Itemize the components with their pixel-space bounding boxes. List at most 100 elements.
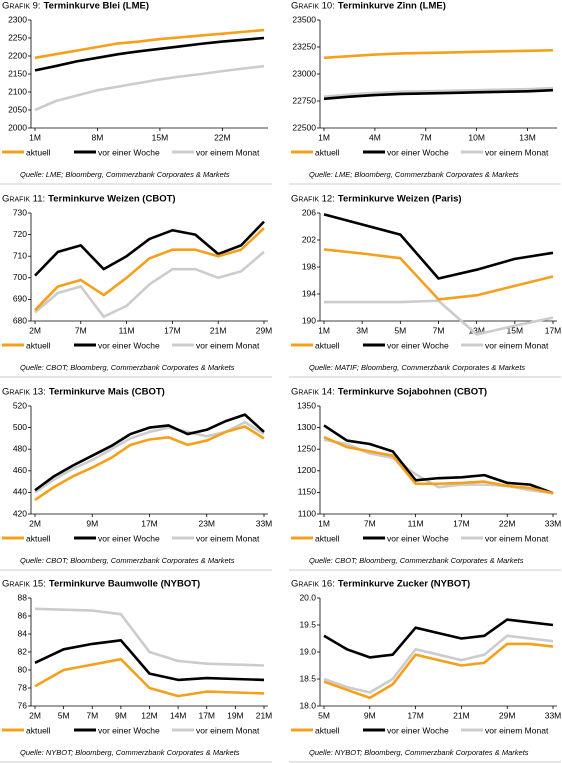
y-tick-label: 720 bbox=[13, 229, 27, 239]
y-tick-label: 2100 bbox=[8, 86, 27, 96]
legend-label: vor einem Monat bbox=[485, 725, 549, 735]
legend-label: vor einer Woche bbox=[98, 340, 160, 350]
y-tick-label: 20.0 bbox=[299, 592, 316, 602]
chart-title: Terminkurve Mais (CBOT) bbox=[49, 387, 165, 398]
x-tick-label: 15M bbox=[152, 132, 169, 142]
series-line bbox=[323, 248, 554, 301]
y-tick-label: 78 bbox=[18, 682, 28, 692]
y-tick-label: 700 bbox=[13, 272, 27, 282]
y-tick-label: 23500 bbox=[292, 14, 316, 24]
x-tick-label: 1M bbox=[318, 325, 330, 335]
legend-label: vor einer Woche bbox=[98, 725, 160, 735]
x-tick-label: 29M bbox=[256, 325, 273, 335]
y-tick-label: 2200 bbox=[8, 50, 27, 60]
y-tick-label: 82 bbox=[18, 646, 28, 656]
legend-label: aktuell bbox=[26, 725, 51, 735]
y-tick-label: 1250 bbox=[297, 443, 316, 453]
source-note: Quelle: LME; Bloomberg, Commerzbank Corp… bbox=[309, 170, 519, 179]
source-note: Quelle: CBOT; Bloomberg, Commerzbank Cor… bbox=[309, 556, 524, 565]
y-tick-label: 84 bbox=[18, 628, 28, 638]
y-tick-label: 88 bbox=[18, 592, 28, 602]
chart-panel: Grafik 11: Terminkurve Weizen (CBOT) 680 69… bbox=[0, 194, 273, 378]
x-tick-label: 7M bbox=[420, 132, 432, 142]
x-tick-label: 7M bbox=[75, 325, 87, 335]
series-line bbox=[34, 420, 265, 494]
x-tick-label: 12M bbox=[141, 710, 158, 720]
y-tick-label: 18.0 bbox=[299, 700, 316, 710]
x-tick-label: 4M bbox=[369, 132, 381, 142]
x-tick-label: 13M bbox=[468, 325, 485, 335]
series-line bbox=[34, 36, 265, 72]
x-tick-label: 7M bbox=[86, 710, 98, 720]
x-tick-label: 14M bbox=[170, 710, 187, 720]
x-tick-label: 33M bbox=[545, 518, 562, 528]
x-tick-label: 9M bbox=[115, 710, 127, 720]
legend-label: vor einem Monat bbox=[485, 340, 549, 350]
x-tick-label: 33M bbox=[256, 518, 273, 528]
series-line bbox=[323, 213, 554, 280]
series-line bbox=[34, 413, 265, 492]
x-tick-label: 29M bbox=[499, 710, 516, 720]
y-tick-label: 23250 bbox=[292, 41, 316, 51]
y-tick-label: 420 bbox=[13, 508, 27, 518]
chart-label: Grafik 12: bbox=[291, 194, 335, 205]
series-line bbox=[34, 425, 265, 502]
x-tick-label: 17M bbox=[164, 325, 181, 335]
series-line bbox=[323, 86, 554, 98]
chart-title: Terminkurve Zucker (NYBOT) bbox=[338, 579, 470, 590]
x-tick-label: 8M bbox=[92, 132, 104, 142]
x-tick-label: 10M bbox=[468, 132, 485, 142]
chart-label: Grafik 9: bbox=[2, 1, 41, 12]
x-tick-label: 1M bbox=[318, 518, 330, 528]
y-tick-label: 23000 bbox=[292, 68, 316, 78]
legend-label: vor einer Woche bbox=[387, 147, 449, 157]
chart-title: Terminkurve Blei (LME) bbox=[44, 1, 149, 12]
series-line bbox=[34, 657, 265, 698]
y-tick-label: 18.5 bbox=[299, 673, 316, 683]
y-tick-label: 80 bbox=[18, 664, 28, 674]
chart-label: Grafik 16: bbox=[291, 579, 335, 590]
x-tick-label: 11M bbox=[119, 325, 135, 335]
x-tick-label: 2M bbox=[29, 518, 41, 528]
x-tick-label: 1M bbox=[318, 132, 330, 142]
legend-label: vor einer Woche bbox=[387, 533, 449, 543]
legend-label: vor einem Monat bbox=[196, 725, 260, 735]
x-tick-label: 13M bbox=[519, 132, 536, 142]
x-tick-label: 15M bbox=[507, 325, 524, 335]
x-tick-label: 21M bbox=[256, 710, 273, 720]
x-tick-label: 33M bbox=[545, 710, 562, 720]
chart-title: Terminkurve Zinn (LME) bbox=[338, 1, 446, 12]
legend-label: vor einer Woche bbox=[98, 147, 160, 157]
chart-label: Grafik 14: bbox=[291, 387, 335, 398]
y-tick-label: 710 bbox=[13, 250, 27, 260]
series-line bbox=[323, 48, 554, 60]
chart-panel: Grafik 14: Terminkurve Sojabohnen (CBOT) 1… bbox=[289, 387, 562, 571]
x-tick-label: 17M bbox=[545, 325, 562, 335]
chart-label: Grafik 10: bbox=[291, 1, 335, 12]
legend-label: aktuell bbox=[26, 340, 51, 350]
y-tick-label: 520 bbox=[13, 400, 27, 410]
series-line bbox=[34, 227, 265, 312]
series-line bbox=[323, 88, 554, 101]
x-tick-label: 17M bbox=[453, 518, 470, 528]
source-note: Quelle: CBOT; Bloomberg, Commerzbank Cor… bbox=[20, 363, 235, 372]
series-line bbox=[34, 607, 265, 667]
y-tick-label: 190 bbox=[302, 315, 316, 325]
chart-panel: Grafik 9: Terminkurve Blei (LME) 2000 2050 2… bbox=[0, 1, 272, 185]
chart-panel: Grafik 10: Terminkurve Zinn (LME) 22500 227… bbox=[289, 1, 561, 185]
y-tick-label: 1300 bbox=[297, 422, 316, 432]
y-tick-label: 202 bbox=[302, 234, 316, 244]
series-line bbox=[34, 220, 265, 277]
y-tick-label: 76 bbox=[18, 700, 28, 710]
y-tick-label: 22750 bbox=[292, 95, 316, 105]
legend-label: vor einer Woche bbox=[387, 725, 449, 735]
y-tick-label: 500 bbox=[13, 422, 27, 432]
y-tick-label: 730 bbox=[13, 207, 27, 217]
legend-label: vor einem Monat bbox=[196, 147, 260, 157]
chart-panel: Grafik 13: Terminkurve Mais (CBOT) 420 440 4… bbox=[0, 387, 273, 571]
chart-label: Grafik 15: bbox=[2, 579, 46, 590]
x-tick-label: 2M bbox=[29, 325, 41, 335]
y-tick-label: 86 bbox=[18, 610, 28, 620]
x-tick-label: 22M bbox=[499, 518, 516, 528]
